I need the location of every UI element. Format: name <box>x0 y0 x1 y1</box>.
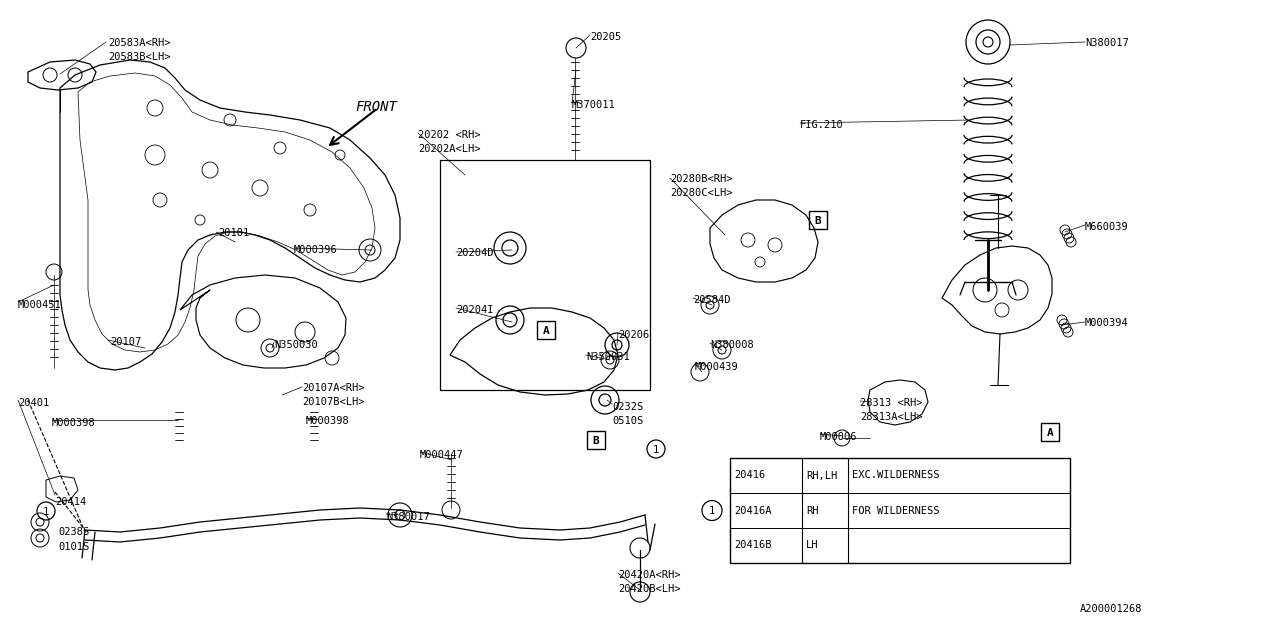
Text: 28313A<LH>: 28313A<LH> <box>860 412 923 422</box>
Text: 20202 <RH>: 20202 <RH> <box>419 130 480 140</box>
Text: 1: 1 <box>653 445 659 455</box>
Bar <box>588 431 605 449</box>
Text: A: A <box>1047 428 1053 438</box>
Text: M000447: M000447 <box>420 450 463 460</box>
Text: 20107A<RH>: 20107A<RH> <box>302 383 365 393</box>
Text: 20584D: 20584D <box>692 295 731 305</box>
Text: N380008: N380008 <box>710 340 754 350</box>
Text: 20202A<LH>: 20202A<LH> <box>419 144 480 154</box>
Text: 20414: 20414 <box>55 497 86 507</box>
Text: 0510S: 0510S <box>612 416 644 426</box>
Text: 20204I: 20204I <box>456 305 494 315</box>
Bar <box>538 321 556 339</box>
Text: 1: 1 <box>709 506 716 516</box>
Text: 20205: 20205 <box>590 32 621 42</box>
Text: N350030: N350030 <box>274 340 317 350</box>
Text: FOR WILDERNESS: FOR WILDERNESS <box>852 506 940 515</box>
Text: 20416A: 20416A <box>733 506 772 515</box>
Text: 20107: 20107 <box>110 337 141 347</box>
Text: N350031: N350031 <box>586 352 630 362</box>
Text: FRONT: FRONT <box>355 100 397 114</box>
Text: 20206: 20206 <box>618 330 649 340</box>
Bar <box>440 160 650 390</box>
Text: 1: 1 <box>42 507 49 517</box>
Text: EXC.WILDERNESS: EXC.WILDERNESS <box>852 470 940 481</box>
Text: 20420A<RH>: 20420A<RH> <box>618 570 681 580</box>
Text: 20583A<RH>: 20583A<RH> <box>108 38 170 48</box>
Text: 20101: 20101 <box>218 228 250 238</box>
Text: M370011: M370011 <box>572 100 616 110</box>
Text: M000398: M000398 <box>306 416 349 426</box>
Text: M000398: M000398 <box>52 418 96 428</box>
Text: M000439: M000439 <box>695 362 739 372</box>
Text: 20583B<LH>: 20583B<LH> <box>108 52 170 62</box>
Text: 20401: 20401 <box>18 398 49 408</box>
Bar <box>730 458 1070 563</box>
Text: 20204D: 20204D <box>456 248 494 258</box>
Text: 0101S: 0101S <box>58 542 90 552</box>
Text: M000394: M000394 <box>1085 318 1129 328</box>
Text: 20107B<LH>: 20107B<LH> <box>302 397 365 407</box>
Text: A: A <box>543 326 549 336</box>
Text: M660039: M660039 <box>1085 222 1129 232</box>
Text: 28313 <RH>: 28313 <RH> <box>860 398 923 408</box>
Text: 20280C<LH>: 20280C<LH> <box>669 188 732 198</box>
Text: 20280B<RH>: 20280B<RH> <box>669 174 732 184</box>
Text: B: B <box>593 436 599 446</box>
Text: B: B <box>814 216 822 226</box>
Text: 0238S: 0238S <box>58 527 90 537</box>
Text: A200001268: A200001268 <box>1080 604 1143 614</box>
Text: M000396: M000396 <box>294 245 338 255</box>
Text: 20416: 20416 <box>733 470 765 481</box>
Text: 20420B<LH>: 20420B<LH> <box>618 584 681 594</box>
Text: 0232S: 0232S <box>612 402 644 412</box>
Text: N380017: N380017 <box>387 512 430 522</box>
Text: N380017: N380017 <box>1085 38 1129 48</box>
Text: RH,LH: RH,LH <box>806 470 837 481</box>
Text: 20416B: 20416B <box>733 541 772 550</box>
Text: M00006: M00006 <box>820 432 858 442</box>
Text: M000451: M000451 <box>18 300 61 310</box>
Bar <box>1041 423 1059 441</box>
Text: FIG.210: FIG.210 <box>800 120 844 130</box>
Text: LH: LH <box>806 541 818 550</box>
Text: RH: RH <box>806 506 818 515</box>
Bar <box>809 211 827 229</box>
